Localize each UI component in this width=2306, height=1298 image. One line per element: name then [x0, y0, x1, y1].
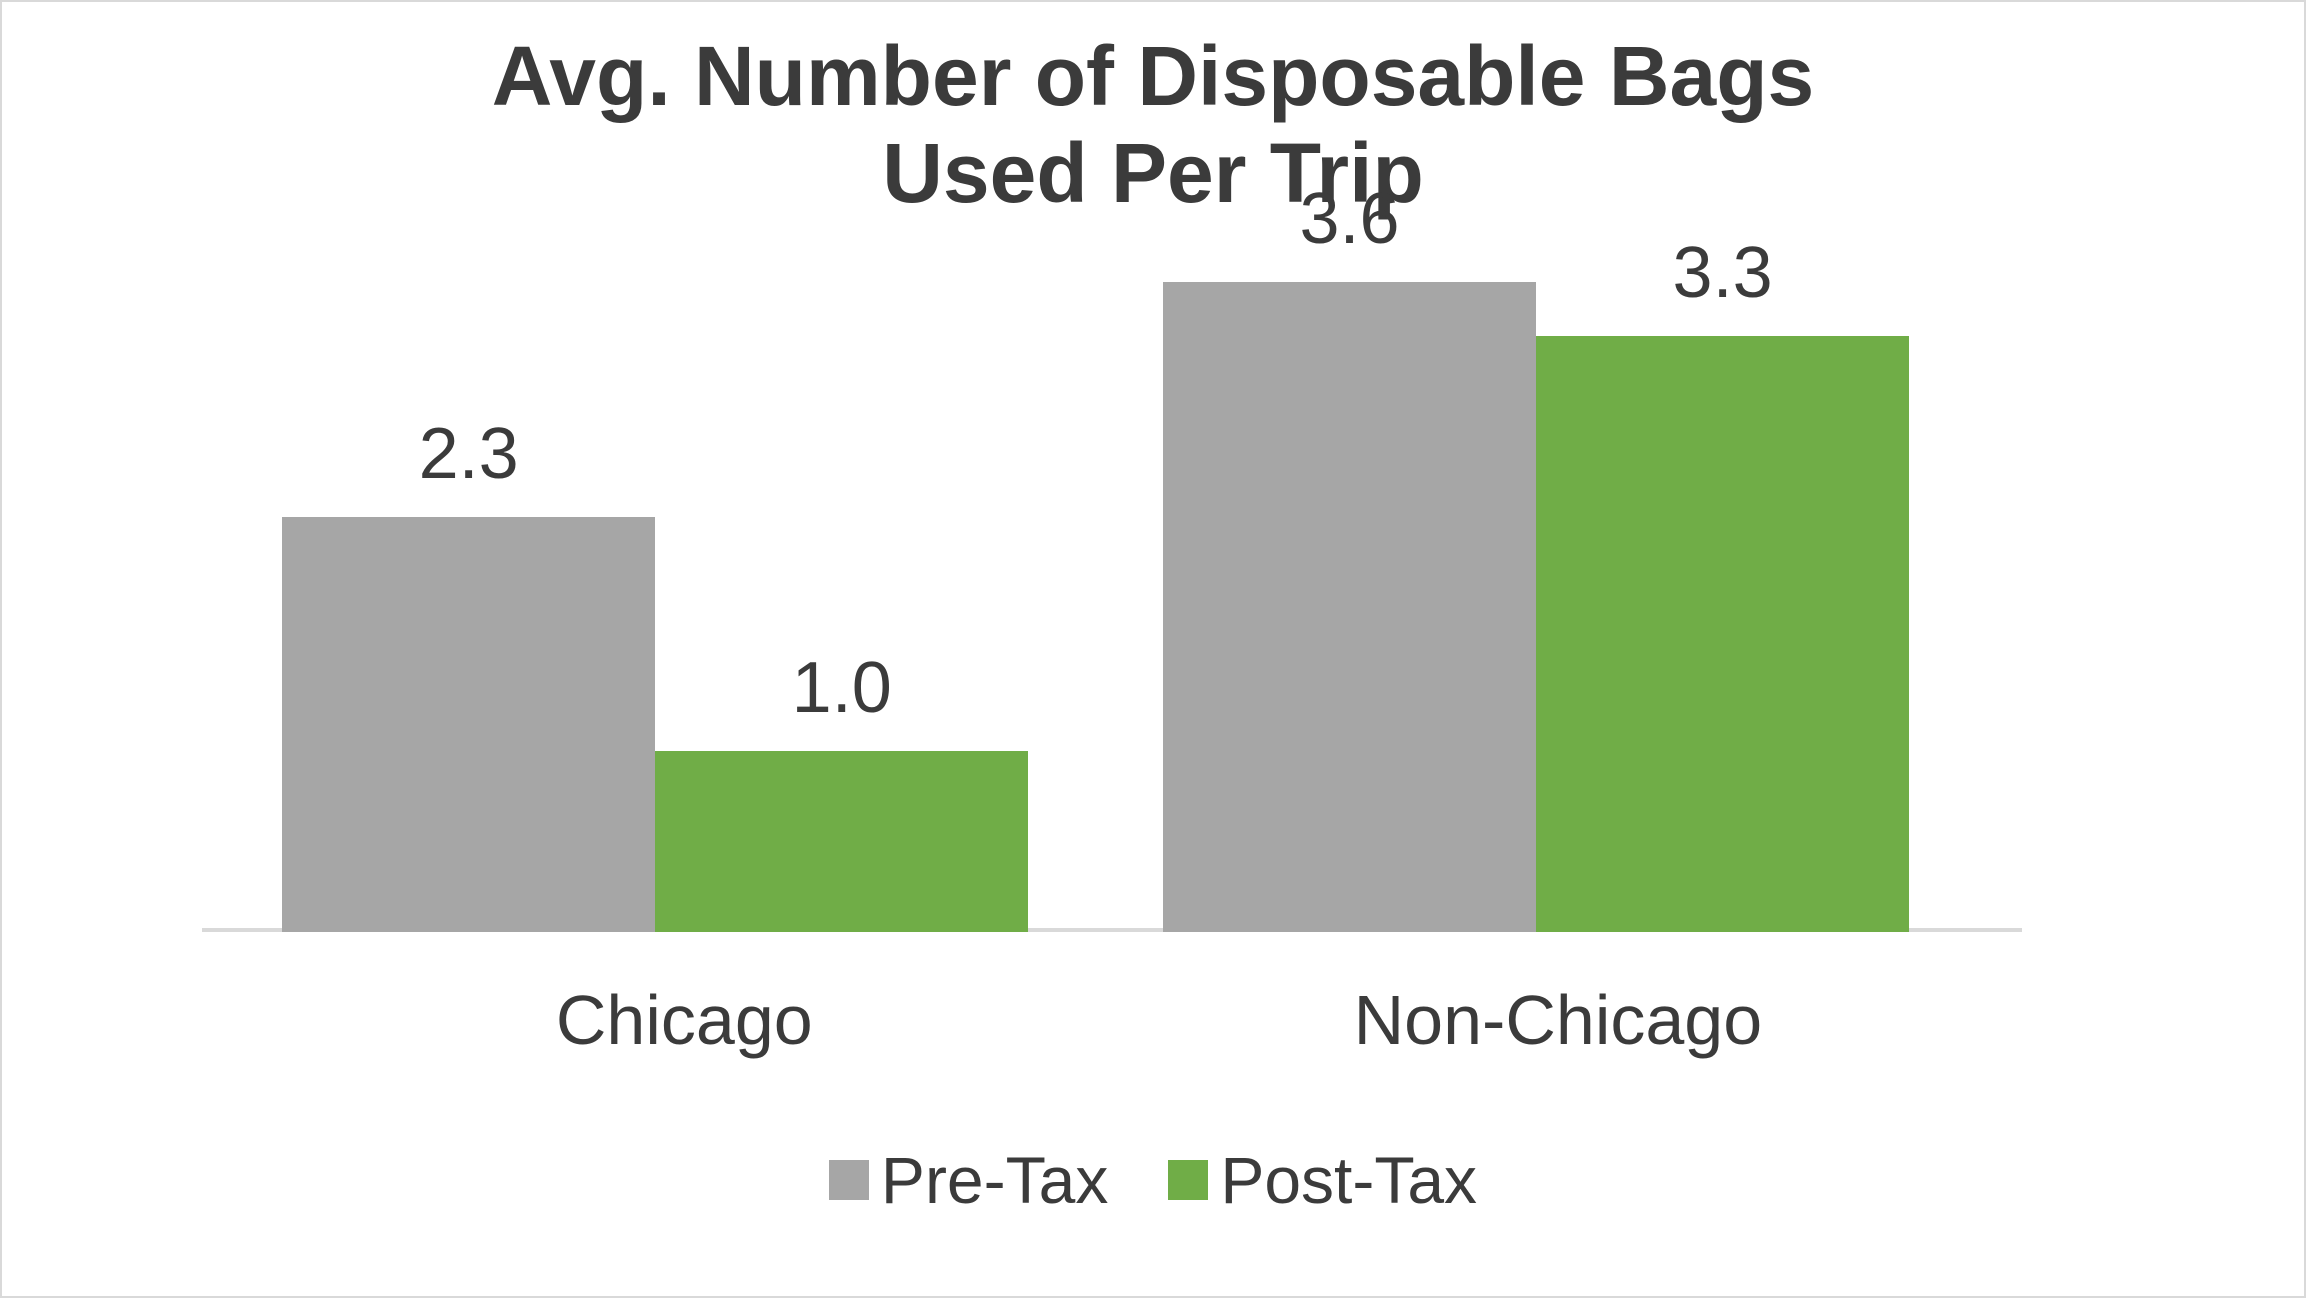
- legend-swatch-pre: [829, 1160, 869, 1200]
- bar-chicago-post: [655, 751, 1028, 932]
- bar-label-chicago-post: 1.0: [655, 647, 1028, 729]
- bar-label-non_chicago-pre: 3.6: [1163, 178, 1536, 260]
- legend-label-pre: Pre-Tax: [881, 1142, 1108, 1218]
- legend-item-pre: Pre-Tax: [829, 1142, 1108, 1218]
- bar-non_chicago-post: [1536, 336, 1909, 932]
- bar-chicago-pre: [282, 517, 655, 932]
- chart-title: Avg. Number of Disposable Bags Used Per …: [2, 28, 2304, 221]
- legend-label-post: Post-Tax: [1220, 1142, 1477, 1218]
- category-label-chicago: Chicago: [334, 980, 1034, 1060]
- bar-non_chicago-pre: [1163, 282, 1536, 932]
- legend-item-post: Post-Tax: [1168, 1142, 1477, 1218]
- chart-frame: Avg. Number of Disposable Bags Used Per …: [0, 0, 2306, 1298]
- legend: Pre-Tax Post-Tax: [2, 1142, 2304, 1218]
- bar-label-chicago-pre: 2.3: [282, 413, 655, 495]
- legend-swatch-post: [1168, 1160, 1208, 1200]
- bar-label-non_chicago-post: 3.3: [1536, 232, 1909, 314]
- plot-area: 2.31.03.63.3: [202, 282, 2022, 932]
- category-label-non_chicago: Non-Chicago: [1208, 980, 1908, 1060]
